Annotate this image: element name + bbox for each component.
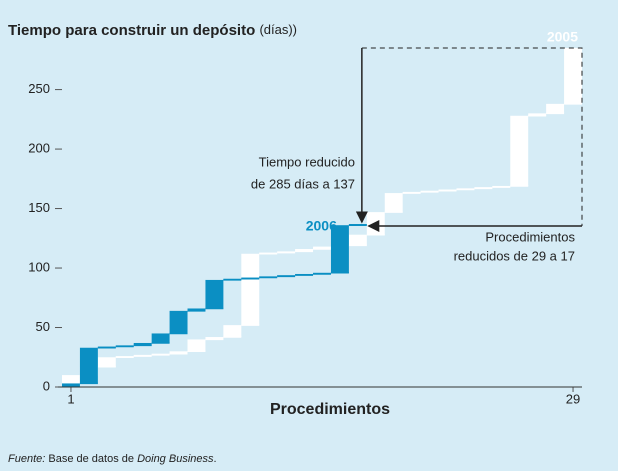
- step-1: [169, 310, 188, 334]
- step-0: [438, 189, 457, 191]
- step-0: [474, 187, 493, 189]
- step-1: [330, 225, 349, 273]
- y-tick-label: 200: [28, 141, 50, 156]
- step-0: [115, 356, 134, 358]
- x-axis-label: Procedimientos: [270, 401, 390, 418]
- step-0: [348, 234, 367, 246]
- step-0: [295, 249, 314, 252]
- chart-title: Tiempo para construir un depósito (días)…: [8, 22, 297, 39]
- step-1: [348, 224, 367, 226]
- step-0: [187, 339, 206, 352]
- step-0: [456, 188, 475, 190]
- dashed-box: [361, 47, 583, 227]
- y-tick-label: 0: [43, 378, 50, 393]
- source-label: Fuente:: [8, 453, 45, 465]
- step-1: [62, 383, 80, 387]
- y-tick-label: 250: [28, 81, 50, 96]
- step-0: [277, 251, 296, 253]
- y-tick-label: 50: [36, 319, 50, 334]
- step-1: [259, 276, 278, 278]
- annotation: Tiempo reducido: [259, 154, 355, 169]
- step-0: [492, 185, 511, 188]
- step-1: [151, 333, 170, 343]
- step-1: [97, 346, 116, 348]
- x-tick-label: 1: [67, 391, 74, 406]
- step-0: [223, 325, 242, 338]
- step-1: [223, 278, 242, 280]
- step-0: [97, 357, 116, 367]
- annotation: reducidos de 29 a 17: [454, 248, 575, 263]
- step-0: [564, 47, 582, 104]
- step-0: [402, 191, 421, 194]
- annotation: Procedimientos: [485, 229, 575, 244]
- source-name: Doing Business: [137, 453, 214, 465]
- series-label: 2005: [547, 29, 578, 45]
- step-1: [277, 275, 296, 277]
- y-tick-label: 100: [28, 259, 50, 274]
- y-tick-label: 150: [28, 200, 50, 215]
- title-unit: (días)): [259, 22, 297, 37]
- source-end: .: [214, 453, 217, 465]
- step-0: [259, 252, 278, 254]
- step-1: [313, 272, 331, 274]
- step-1: [205, 279, 224, 309]
- step-1: [295, 273, 314, 276]
- source-text: Base de datos de: [48, 453, 134, 465]
- step-1: [115, 345, 134, 347]
- step-1: [241, 277, 260, 279]
- step-0: [313, 246, 331, 249]
- x-tick-label: 29: [566, 391, 580, 406]
- step-0: [151, 353, 170, 355]
- step-0: [133, 354, 152, 357]
- series-label: 2006: [306, 218, 337, 234]
- step-0: [420, 190, 439, 192]
- step-1: [133, 342, 152, 346]
- step-0: [205, 337, 224, 340]
- source: Fuente: Base de datos de Doing Business.: [8, 453, 217, 465]
- annotation: de 285 días a 137: [251, 176, 355, 191]
- step-0: [366, 212, 385, 235]
- step-0: [510, 115, 529, 186]
- step-0: [384, 193, 403, 213]
- step-0: [169, 351, 188, 354]
- step-0: [528, 113, 547, 116]
- step-1: [79, 347, 98, 384]
- step-0: [241, 253, 260, 326]
- step-0: [546, 103, 565, 114]
- step-1: [187, 308, 206, 311]
- step-0: [62, 375, 80, 387]
- title-main: Tiempo para construir un depósito: [8, 22, 255, 39]
